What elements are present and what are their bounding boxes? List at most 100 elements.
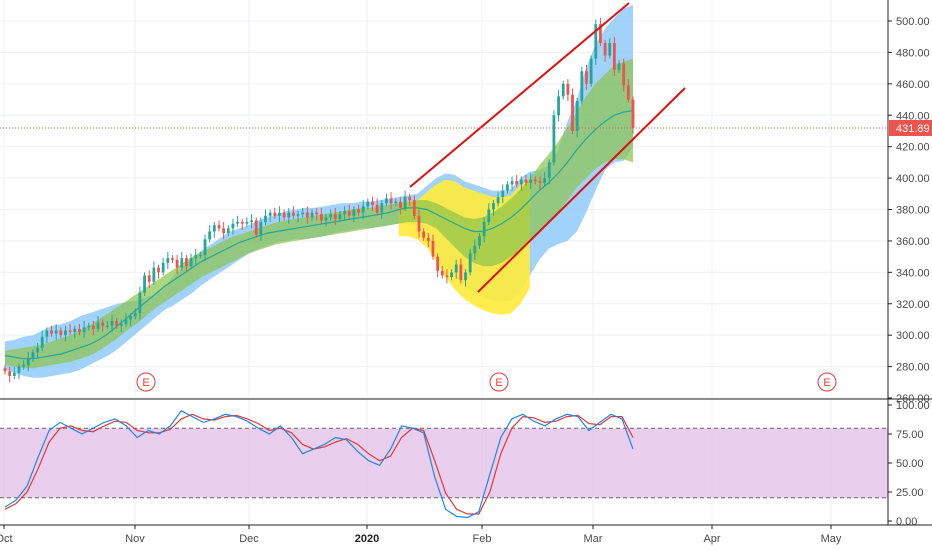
- candle-body[interactable]: [147, 275, 151, 282]
- candle-body[interactable]: [557, 96, 560, 116]
- candle-body[interactable]: [561, 83, 565, 97]
- candle-body[interactable]: [519, 179, 523, 185]
- candle-body[interactable]: [296, 214, 300, 216]
- candle-body[interactable]: [236, 222, 239, 224]
- candle-body[interactable]: [338, 214, 342, 219]
- candle-body[interactable]: [245, 222, 249, 224]
- candle-body[interactable]: [482, 222, 486, 237]
- candle-body[interactable]: [333, 214, 337, 219]
- candle-body[interactable]: [240, 222, 244, 224]
- earnings-marker[interactable]: [817, 372, 837, 392]
- candle-body[interactable]: [357, 209, 360, 213]
- candle-body[interactable]: [375, 204, 379, 213]
- candle-body[interactable]: [566, 83, 570, 95]
- candle-body[interactable]: [612, 42, 616, 70]
- candle-body[interactable]: [422, 231, 426, 238]
- candle-body[interactable]: [138, 292, 142, 314]
- candle-body[interactable]: [26, 358, 30, 366]
- candle-body[interactable]: [40, 336, 44, 348]
- candle-body[interactable]: [352, 209, 356, 216]
- candle-body[interactable]: [361, 206, 365, 213]
- candle-body[interactable]: [464, 272, 467, 281]
- candle-body[interactable]: [608, 42, 612, 56]
- candle-body[interactable]: [273, 212, 277, 216]
- candle-body[interactable]: [268, 212, 272, 216]
- candle-body[interactable]: [129, 316, 132, 320]
- candle-body[interactable]: [533, 179, 537, 182]
- candle-body[interactable]: [515, 181, 519, 185]
- candle-body[interactable]: [506, 184, 509, 191]
- candle-body[interactable]: [343, 211, 346, 215]
- candle-body[interactable]: [166, 258, 170, 263]
- earnings-marker[interactable]: [136, 372, 156, 392]
- candle-body[interactable]: [143, 275, 146, 293]
- candle-body[interactable]: [510, 181, 514, 185]
- candle-body[interactable]: [91, 325, 95, 329]
- candle-body[interactable]: [603, 42, 607, 56]
- candle-body[interactable]: [278, 212, 281, 216]
- candle-body[interactable]: [529, 179, 533, 183]
- candle-body[interactable]: [459, 264, 463, 281]
- candle-body[interactable]: [17, 366, 21, 373]
- candle-body[interactable]: [217, 225, 221, 229]
- candle-body[interactable]: [222, 228, 226, 234]
- candle-body[interactable]: [152, 267, 156, 282]
- candle-body[interactable]: [538, 181, 542, 183]
- candle-body[interactable]: [445, 275, 449, 278]
- candle-body[interactable]: [547, 162, 551, 179]
- candle-body[interactable]: [3, 368, 7, 372]
- candle-body[interactable]: [319, 214, 323, 221]
- candle-body[interactable]: [282, 212, 286, 218]
- candle-body[interactable]: [82, 327, 86, 333]
- candle-body[interactable]: [110, 321, 114, 326]
- candle-body[interactable]: [385, 198, 388, 204]
- candle-body[interactable]: [105, 325, 109, 327]
- candle-body[interactable]: [389, 198, 393, 204]
- candle-body[interactable]: [436, 256, 440, 271]
- candle-body[interactable]: [305, 212, 309, 218]
- candle-body[interactable]: [403, 196, 407, 208]
- candle-body[interactable]: [487, 209, 491, 223]
- candle-body[interactable]: [157, 267, 160, 273]
- candle-body[interactable]: [594, 24, 598, 59]
- candle-body[interactable]: [287, 212, 291, 218]
- candle-body[interactable]: [171, 258, 174, 260]
- candle-body[interactable]: [259, 222, 263, 235]
- candle-body[interactable]: [473, 245, 477, 254]
- candle-body[interactable]: [212, 225, 216, 232]
- candle-body[interactable]: [175, 259, 179, 268]
- candle-body[interactable]: [87, 325, 91, 328]
- candle-body[interactable]: [329, 214, 333, 218]
- candle-body[interactable]: [194, 255, 198, 259]
- candle-body[interactable]: [292, 212, 295, 216]
- candle-body[interactable]: [180, 258, 184, 268]
- candle-body[interactable]: [189, 258, 193, 267]
- candle-body[interactable]: [468, 253, 472, 273]
- candle-body[interactable]: [324, 217, 328, 221]
- candle-body[interactable]: [501, 190, 505, 197]
- candle-body[interactable]: [380, 203, 384, 213]
- upper-trendline[interactable]: [409, 2, 630, 188]
- candle-body[interactable]: [599, 24, 602, 43]
- candle-body[interactable]: [31, 352, 35, 359]
- candle-body[interactable]: [124, 319, 128, 325]
- candle-body[interactable]: [264, 215, 267, 223]
- candle-body[interactable]: [454, 264, 458, 273]
- candle-body[interactable]: [492, 203, 495, 210]
- candle-body[interactable]: [524, 179, 528, 183]
- candle-body[interactable]: [59, 330, 63, 336]
- candle-body[interactable]: [366, 201, 370, 207]
- candle-body[interactable]: [622, 63, 626, 86]
- candle-body[interactable]: [8, 371, 12, 377]
- candle-body[interactable]: [496, 196, 500, 204]
- candle-body[interactable]: [161, 262, 165, 273]
- candle-body[interactable]: [310, 212, 314, 218]
- candle-body[interactable]: [301, 212, 305, 215]
- candle-body[interactable]: [133, 313, 137, 317]
- candle-body[interactable]: [431, 240, 435, 257]
- candle-body[interactable]: [585, 71, 588, 84]
- candle-body[interactable]: [580, 71, 584, 102]
- candle-body[interactable]: [231, 223, 235, 229]
- candle-body[interactable]: [417, 215, 421, 232]
- candle-body[interactable]: [226, 228, 230, 234]
